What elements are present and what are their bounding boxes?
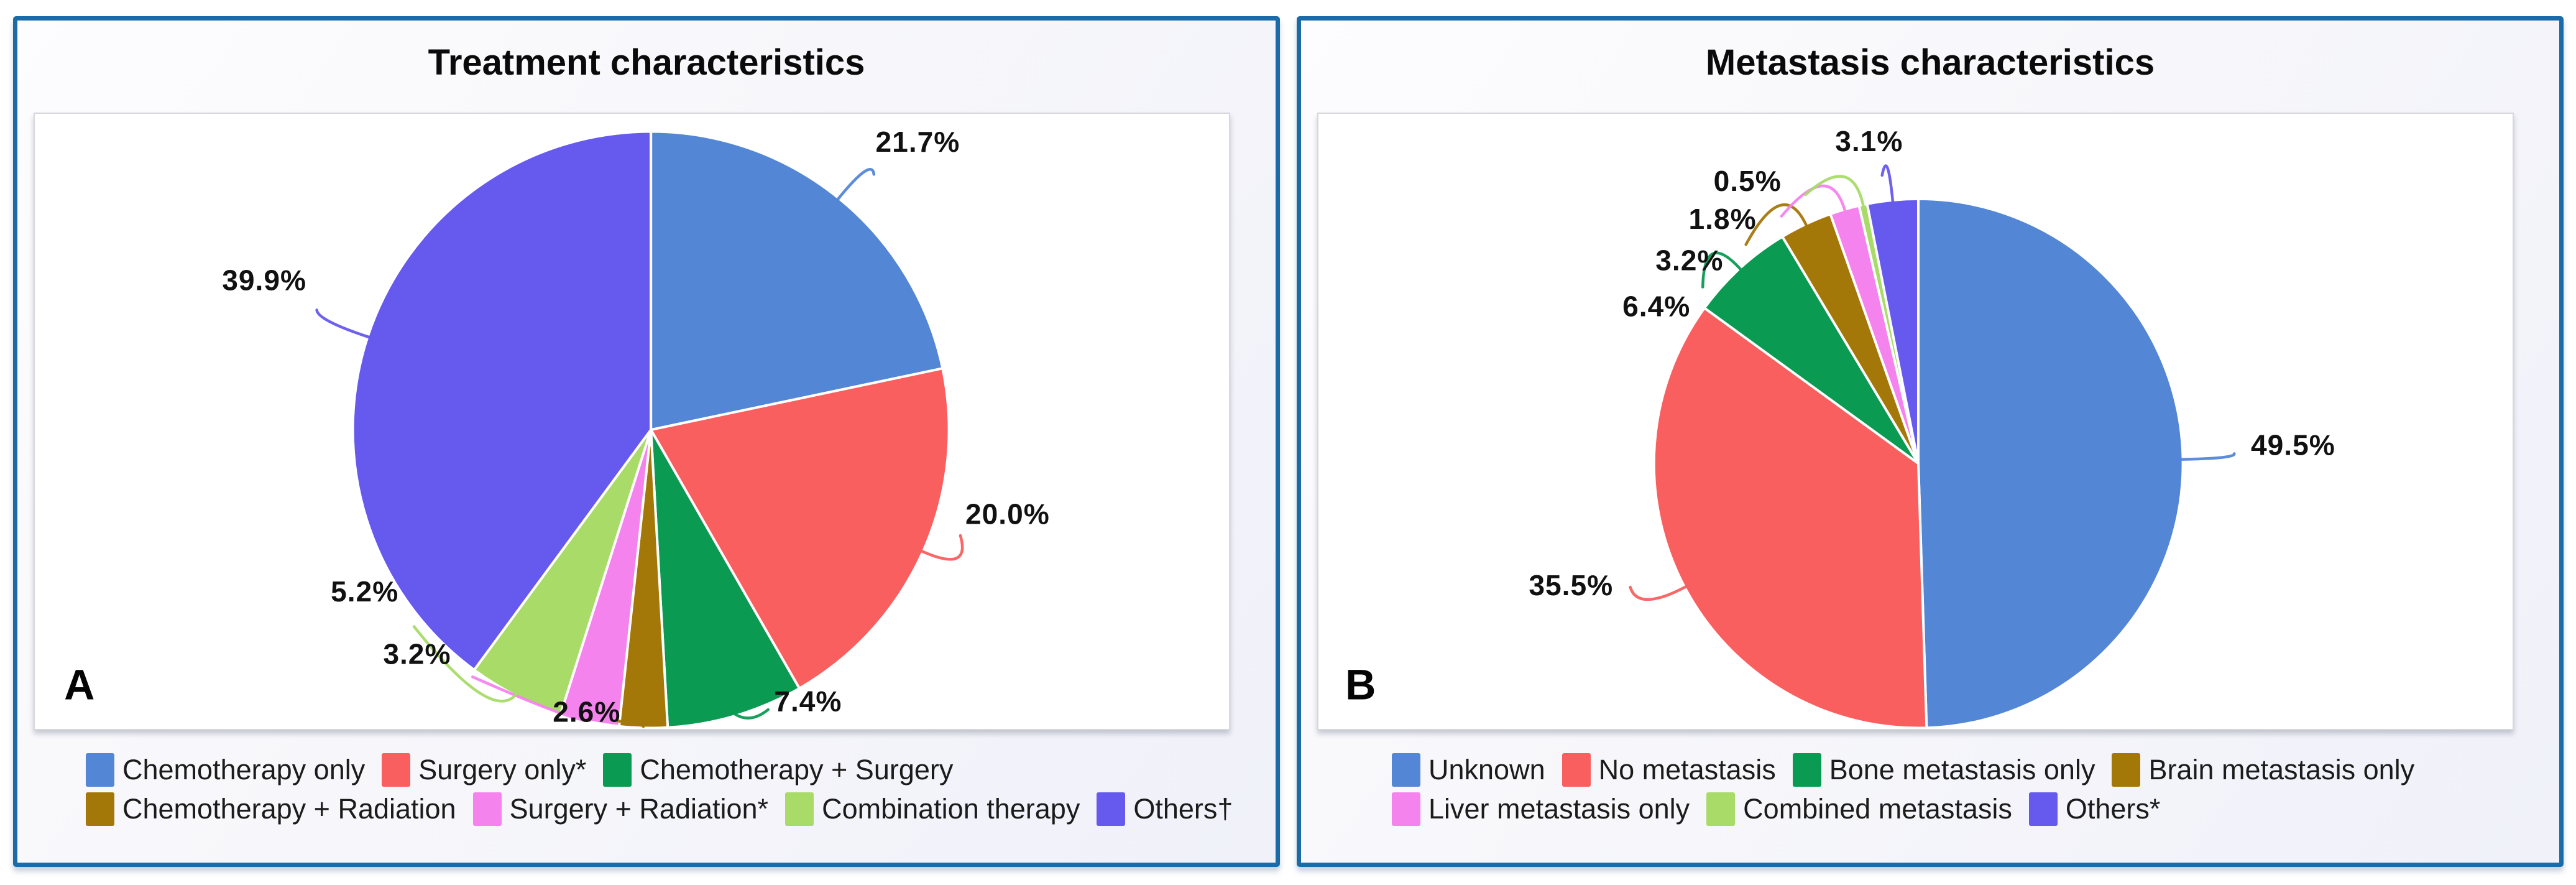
legend-item: Liver metastasis only bbox=[1392, 792, 1690, 826]
slice-label: 20.0% bbox=[965, 498, 1050, 531]
legend-swatch bbox=[382, 753, 411, 787]
legend-item: Brain metastasis only bbox=[2112, 753, 2414, 787]
legend-item: Unknown bbox=[1392, 753, 1545, 787]
legend-item: Chemotherapy only bbox=[86, 753, 365, 787]
legend-swatch bbox=[86, 792, 114, 826]
legend-row: Unknown No metastasis Bone metastasis only… bbox=[1392, 753, 2431, 787]
leader-line bbox=[412, 625, 518, 703]
slice-label: 7.4% bbox=[774, 685, 842, 718]
leader-line bbox=[1744, 203, 1808, 246]
panel-letter: A bbox=[64, 661, 94, 708]
legend-label: Surgery + Radiation* bbox=[509, 793, 769, 825]
legend-swatch bbox=[785, 792, 814, 826]
panel-treatment: Treatment characteristics 21.7% 20.0% 7.4%… bbox=[13, 16, 1280, 867]
leader-line bbox=[1780, 184, 1847, 218]
legend-item: Surgery only* bbox=[382, 753, 586, 787]
legend-row: Chemotherapy + Radiation Surgery + Radiat… bbox=[86, 792, 1249, 826]
legend-item: No metastasis bbox=[1562, 753, 1776, 787]
legend-label: Unknown bbox=[1428, 754, 1545, 785]
legend-label: Chemotherapy only bbox=[122, 754, 366, 785]
slice-label: 3.2% bbox=[1655, 244, 1723, 276]
legend-label: Surgery only* bbox=[418, 754, 587, 785]
legend-swatch bbox=[1792, 753, 1821, 787]
leader-line bbox=[734, 708, 770, 720]
slice-label: 0.5% bbox=[1714, 165, 1782, 197]
legend-swatch bbox=[2112, 753, 2141, 787]
legend-label: No metastasis bbox=[1598, 754, 1776, 785]
slice-label: 2.6% bbox=[553, 696, 620, 728]
legend-row: Chemotherapy only Surgery only* Chemothera… bbox=[86, 753, 1249, 787]
legend-swatch bbox=[1392, 753, 1420, 787]
slice-label: 21.7% bbox=[876, 126, 960, 158]
legend-swatch bbox=[472, 792, 502, 826]
leader-line bbox=[836, 168, 876, 201]
legend-item: Surgery + Radiation* bbox=[472, 792, 769, 826]
legend-swatch bbox=[86, 753, 114, 787]
legend-item: Combination therapy bbox=[785, 792, 1080, 826]
panel-letter: B bbox=[1345, 661, 1376, 708]
legend-row: Liver metastasis only Combined metastasis… bbox=[1392, 792, 2431, 826]
legend-label: Chemotherapy + Radiation bbox=[122, 793, 456, 825]
legend-label: Others* bbox=[2065, 793, 2161, 825]
metastasis-legend: Unknown No metastasis Bone metastasis only… bbox=[1392, 753, 2431, 832]
leader-line bbox=[1629, 585, 1688, 601]
slice-label: 3.1% bbox=[1835, 125, 1903, 157]
leader-line bbox=[1880, 164, 1895, 203]
panel-title-treatment: Treatment characteristics bbox=[428, 42, 865, 83]
legend-swatch bbox=[603, 753, 632, 787]
leader-line bbox=[471, 675, 592, 722]
legend-item: Others† bbox=[1097, 792, 1233, 826]
panel-metastasis: Metastasis characteristics 49.5% 35.5% 6.4… bbox=[1297, 16, 2564, 867]
leader-line bbox=[315, 308, 370, 339]
leader-line bbox=[1804, 175, 1865, 208]
legend-label: Brain metastasis only bbox=[2148, 754, 2415, 785]
legend-swatch bbox=[1392, 792, 1420, 826]
legend-swatch bbox=[2028, 792, 2058, 826]
chart-area-metastasis: 49.5% 35.5% 6.4% 3.2% 1.8% 0.5% 3.1% B bbox=[1317, 113, 2514, 730]
legend-label: Combined metastasis bbox=[1743, 793, 2012, 825]
leader-line bbox=[616, 720, 645, 728]
legend-label: Combination therapy bbox=[822, 793, 1080, 825]
legend-label: Liver metastasis only bbox=[1428, 793, 1690, 825]
legend-swatch bbox=[1097, 792, 1126, 826]
slice-label: 1.8% bbox=[1688, 203, 1756, 235]
legend-item: Others* bbox=[2028, 792, 2161, 826]
slice-label: 39.9% bbox=[222, 264, 306, 296]
slice-label: 3.2% bbox=[383, 637, 451, 670]
slice-label: 49.5% bbox=[2251, 429, 2335, 461]
slice-label: 5.2% bbox=[331, 575, 398, 608]
treatment-pie-chart: 21.7% 20.0% 7.4% 2.6% 3.2% 5.2% 39.9% A bbox=[64, 126, 1050, 729]
leader-line bbox=[2179, 452, 2236, 461]
legend-label: Bone metastasis only bbox=[1829, 754, 2095, 785]
treatment-legend: Chemotherapy only Surgery only* Chemothera… bbox=[86, 753, 1249, 832]
leader-line bbox=[920, 534, 964, 561]
slice-label: 6.4% bbox=[1622, 290, 1690, 323]
legend-label: Others† bbox=[1133, 793, 1233, 825]
leader-line bbox=[1701, 251, 1742, 289]
pie-slice bbox=[1917, 197, 2184, 729]
chart-area-treatment: 21.7% 20.0% 7.4% 2.6% 3.2% 5.2% 39.9% A bbox=[34, 113, 1230, 730]
panel-title-metastasis: Metastasis characteristics bbox=[1705, 42, 2155, 83]
legend-item: Chemotherapy + Radiation bbox=[86, 792, 456, 826]
slice-label: 35.5% bbox=[1529, 569, 1613, 601]
legend-item: Chemotherapy + Surgery bbox=[603, 753, 953, 787]
metastasis-pie-chart: 49.5% 35.5% 6.4% 3.2% 1.8% 0.5% 3.1% B bbox=[1345, 125, 2335, 729]
legend-swatch bbox=[1562, 753, 1591, 787]
legend-item: Bone metastasis only bbox=[1792, 753, 2095, 787]
legend-swatch bbox=[1706, 792, 1736, 826]
legend-item: Combined metastasis bbox=[1706, 792, 2012, 826]
legend-label: Chemotherapy + Surgery bbox=[640, 754, 954, 785]
